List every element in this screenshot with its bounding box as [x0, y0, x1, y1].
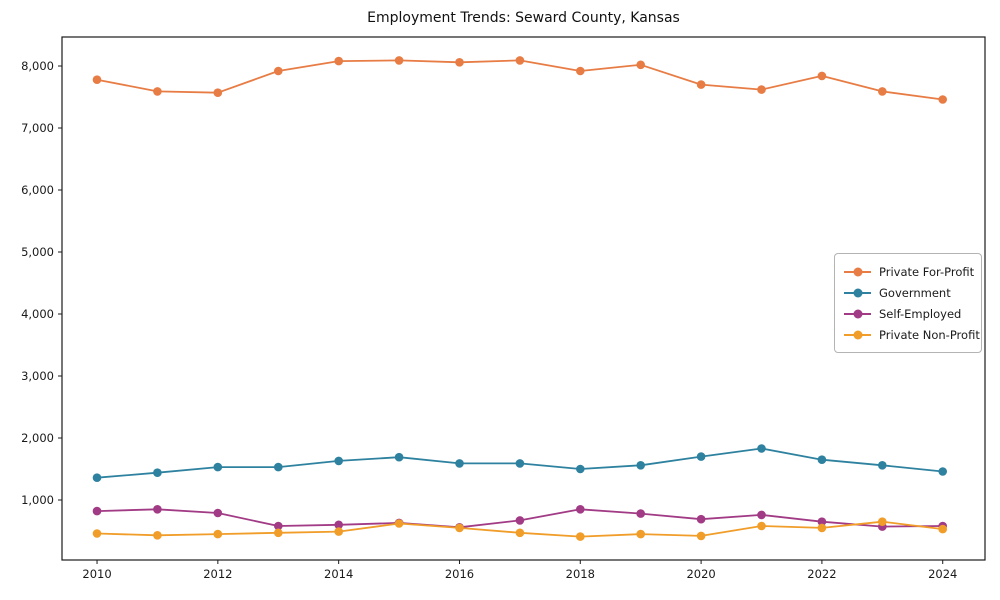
data-point	[213, 88, 223, 97]
data-point	[455, 523, 464, 533]
data-point	[394, 56, 404, 65]
series-line	[96, 59, 944, 101]
x-tick-label: 2014	[324, 567, 353, 581]
x-tick-label: 2010	[82, 567, 111, 581]
data-point	[817, 517, 827, 526]
data-point	[636, 461, 645, 470]
y-tick-label: 5,000	[21, 245, 54, 259]
data-point	[696, 531, 706, 541]
legend-marker-dot	[853, 309, 862, 318]
data-point	[878, 461, 887, 470]
data-point	[636, 509, 645, 518]
legend-line-marker-swatch	[844, 309, 871, 318]
x-tick-label: 2018	[566, 567, 595, 581]
data-point	[274, 462, 283, 472]
data-point	[92, 75, 102, 84]
data-point	[274, 521, 283, 531]
data-point	[878, 87, 887, 96]
legend-item: Private Non-Profit	[844, 324, 980, 345]
data-point	[576, 66, 585, 76]
data-point	[757, 521, 766, 531]
legend-line-marker-swatch	[844, 330, 871, 339]
data-point	[334, 527, 344, 536]
data-point	[757, 444, 766, 453]
data-point	[696, 452, 706, 461]
data-point	[334, 56, 344, 66]
data-point	[576, 464, 585, 474]
data-point	[636, 60, 645, 70]
x-tick-label: 2012	[203, 567, 232, 581]
y-tick-label: 3,000	[21, 369, 54, 383]
legend-marker-dot	[853, 330, 862, 339]
data-point	[334, 520, 344, 530]
data-point	[938, 467, 947, 476]
data-point	[92, 529, 102, 538]
x-tick-label: 2022	[807, 567, 836, 581]
data-point	[153, 87, 162, 96]
data-point	[515, 56, 525, 65]
data-point	[817, 523, 827, 533]
x-tick-label: 2016	[445, 567, 474, 581]
data-point	[636, 529, 645, 539]
x-tick-label: 2020	[686, 567, 715, 581]
data-point	[334, 456, 344, 466]
data-point	[696, 80, 706, 89]
legend-line-marker-swatch	[844, 288, 871, 297]
data-point	[213, 508, 223, 518]
data-point	[153, 505, 162, 514]
legend-item: Government	[844, 282, 972, 303]
data-point	[757, 85, 766, 94]
data-point	[394, 452, 404, 462]
data-point	[515, 528, 525, 538]
data-point	[274, 66, 283, 76]
data-point	[576, 505, 585, 514]
legend-label: Government	[879, 285, 951, 300]
data-point	[515, 459, 525, 468]
data-point	[515, 516, 525, 525]
data-point	[455, 58, 464, 67]
y-tick-label: 6,000	[21, 183, 54, 197]
y-tick-label: 1,000	[21, 493, 54, 507]
y-tick-label: 8,000	[21, 59, 54, 73]
data-point	[878, 517, 887, 526]
data-point	[576, 532, 585, 541]
plot-spines	[61, 36, 986, 561]
legend-marker-dot	[853, 267, 862, 276]
data-point	[213, 529, 223, 539]
data-point	[274, 528, 283, 538]
data-point	[455, 459, 464, 468]
data-point	[213, 462, 223, 472]
data-point	[92, 506, 102, 516]
data-point	[757, 510, 766, 520]
legend-label: Private For-Profit	[879, 264, 975, 279]
legend-item: Self-Employed	[844, 303, 972, 324]
data-point	[92, 473, 102, 483]
data-point	[938, 95, 947, 104]
y-tick-label: 4,000	[21, 307, 54, 321]
legend-label: Private Non-Profit	[879, 327, 980, 342]
chart-legend: Private For-Profit Government Self-Employe…	[834, 253, 982, 353]
data-point	[696, 514, 706, 524]
legend-line-marker-swatch	[844, 267, 871, 276]
legend-marker-dot	[853, 288, 862, 297]
legend-label: Self-Employed	[879, 306, 962, 321]
data-point	[817, 455, 827, 465]
data-point	[394, 519, 404, 528]
y-tick-label: 2,000	[21, 431, 54, 445]
x-tick-label: 2024	[928, 567, 957, 581]
data-point	[938, 524, 947, 534]
legend-item: Private For-Profit	[844, 261, 975, 282]
data-point	[817, 71, 827, 81]
y-tick-label: 7,000	[21, 121, 54, 135]
chart-title: Employment Trends: Seward County, Kansas	[367, 10, 680, 26]
data-point	[153, 468, 162, 478]
data-point	[153, 531, 162, 540]
